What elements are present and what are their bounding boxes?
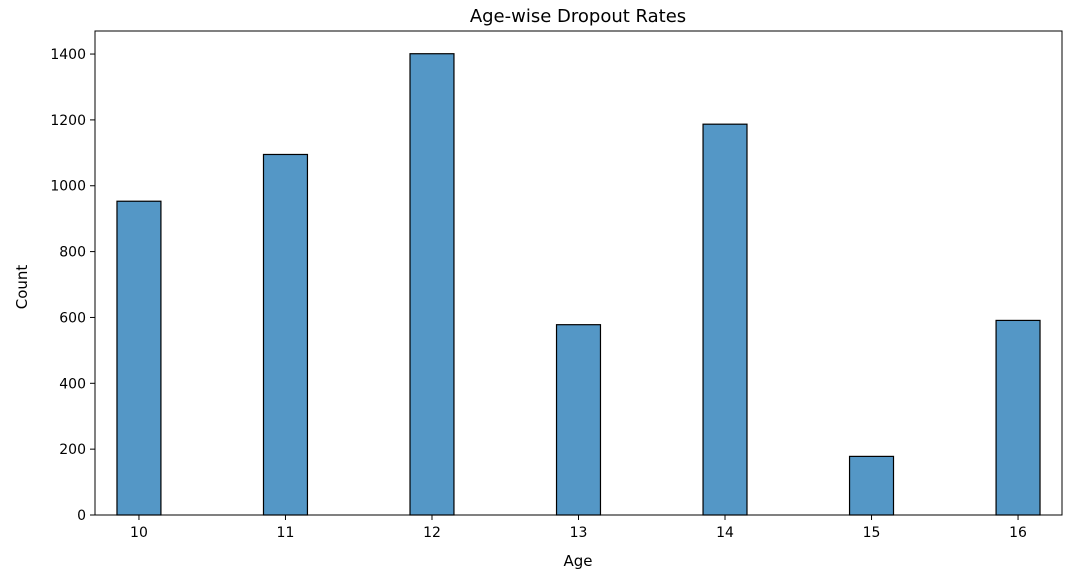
bar-group <box>116 53 1041 516</box>
plot-frame <box>94 30 1063 516</box>
chart-title: Age-wise Dropout Rates <box>470 6 686 27</box>
x-axis-label: Age <box>563 552 592 570</box>
y-tick-label: 800 <box>59 245 86 261</box>
bar-age-13 <box>555 324 602 516</box>
bar-age-11 <box>262 153 309 516</box>
bar-age-12 <box>409 53 455 516</box>
bar-age-16 <box>995 319 1041 516</box>
y-tick-label: 0 <box>77 508 86 524</box>
x-tick-label: 10 <box>130 525 148 541</box>
y-axis-ticks: 0 200 400 600 800 1000 1200 1400 <box>50 47 95 524</box>
y-tick-label: 600 <box>59 310 86 326</box>
y-tick-label: 1400 <box>50 47 86 63</box>
x-tick-label: 15 <box>863 525 881 541</box>
x-tick-label: 11 <box>277 525 295 541</box>
x-tick-label: 16 <box>1009 525 1027 541</box>
y-tick-label: 200 <box>59 442 86 458</box>
y-tick-label: 1000 <box>50 179 86 195</box>
x-tick-label: 12 <box>423 525 441 541</box>
bar-age-10 <box>116 200 162 516</box>
x-axis-ticks: 10 11 12 13 14 15 16 <box>130 515 1027 541</box>
y-tick-label: 1200 <box>50 113 86 129</box>
bar-age-15 <box>848 455 895 516</box>
y-tick-label: 400 <box>59 376 86 392</box>
y-axis-label: Count <box>13 265 31 310</box>
x-tick-label: 13 <box>570 525 588 541</box>
bar-age-14 <box>702 123 748 516</box>
x-tick-label: 14 <box>716 525 734 541</box>
